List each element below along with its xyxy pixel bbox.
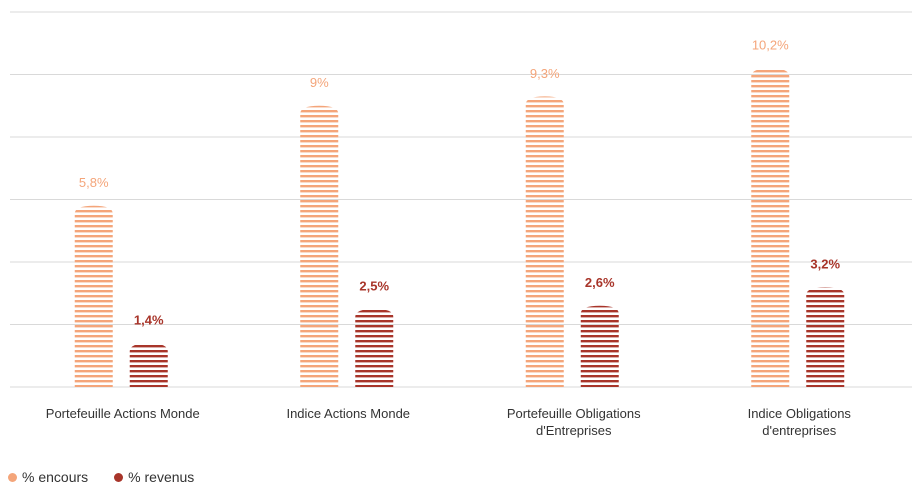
legend-marker xyxy=(114,472,124,482)
legend-label: % encours xyxy=(22,469,89,485)
value-label: 1,4% xyxy=(134,313,164,328)
bar xyxy=(580,305,619,387)
x-tick-label: Portefeuille Obligations d'Entreprises xyxy=(506,406,641,438)
legend-marker xyxy=(8,472,17,482)
bar xyxy=(355,308,394,387)
legend-item: % revenus xyxy=(114,469,194,485)
value-label: 3,2% xyxy=(810,256,840,271)
bar xyxy=(525,96,564,387)
bar xyxy=(751,68,790,387)
value-label: 2,5% xyxy=(359,278,389,293)
bar xyxy=(74,205,113,387)
legend-item: % encours xyxy=(8,469,88,485)
legend-label: % revenus xyxy=(128,469,195,485)
bar xyxy=(129,343,168,387)
value-label: 9% xyxy=(310,75,329,90)
x-tick-label: Indice Actions Monde xyxy=(286,406,411,421)
value-label: 5,8% xyxy=(79,175,109,190)
x-tick-label: Indice Obligations d'entreprises xyxy=(747,406,851,438)
chart: 5,8% 1,4% 9% 2,5% 9,3% 2,6% 10,2% 3,2% xyxy=(10,11,912,388)
value-label: 9,3% xyxy=(530,66,560,81)
x-tick-label: Portefeuille Actions Monde xyxy=(45,406,200,421)
legend: % encours % revenus xyxy=(8,469,194,485)
bar xyxy=(806,287,845,387)
value-label: 2,6% xyxy=(585,275,615,290)
bar xyxy=(300,105,339,387)
value-label: 10,2% xyxy=(752,38,789,53)
